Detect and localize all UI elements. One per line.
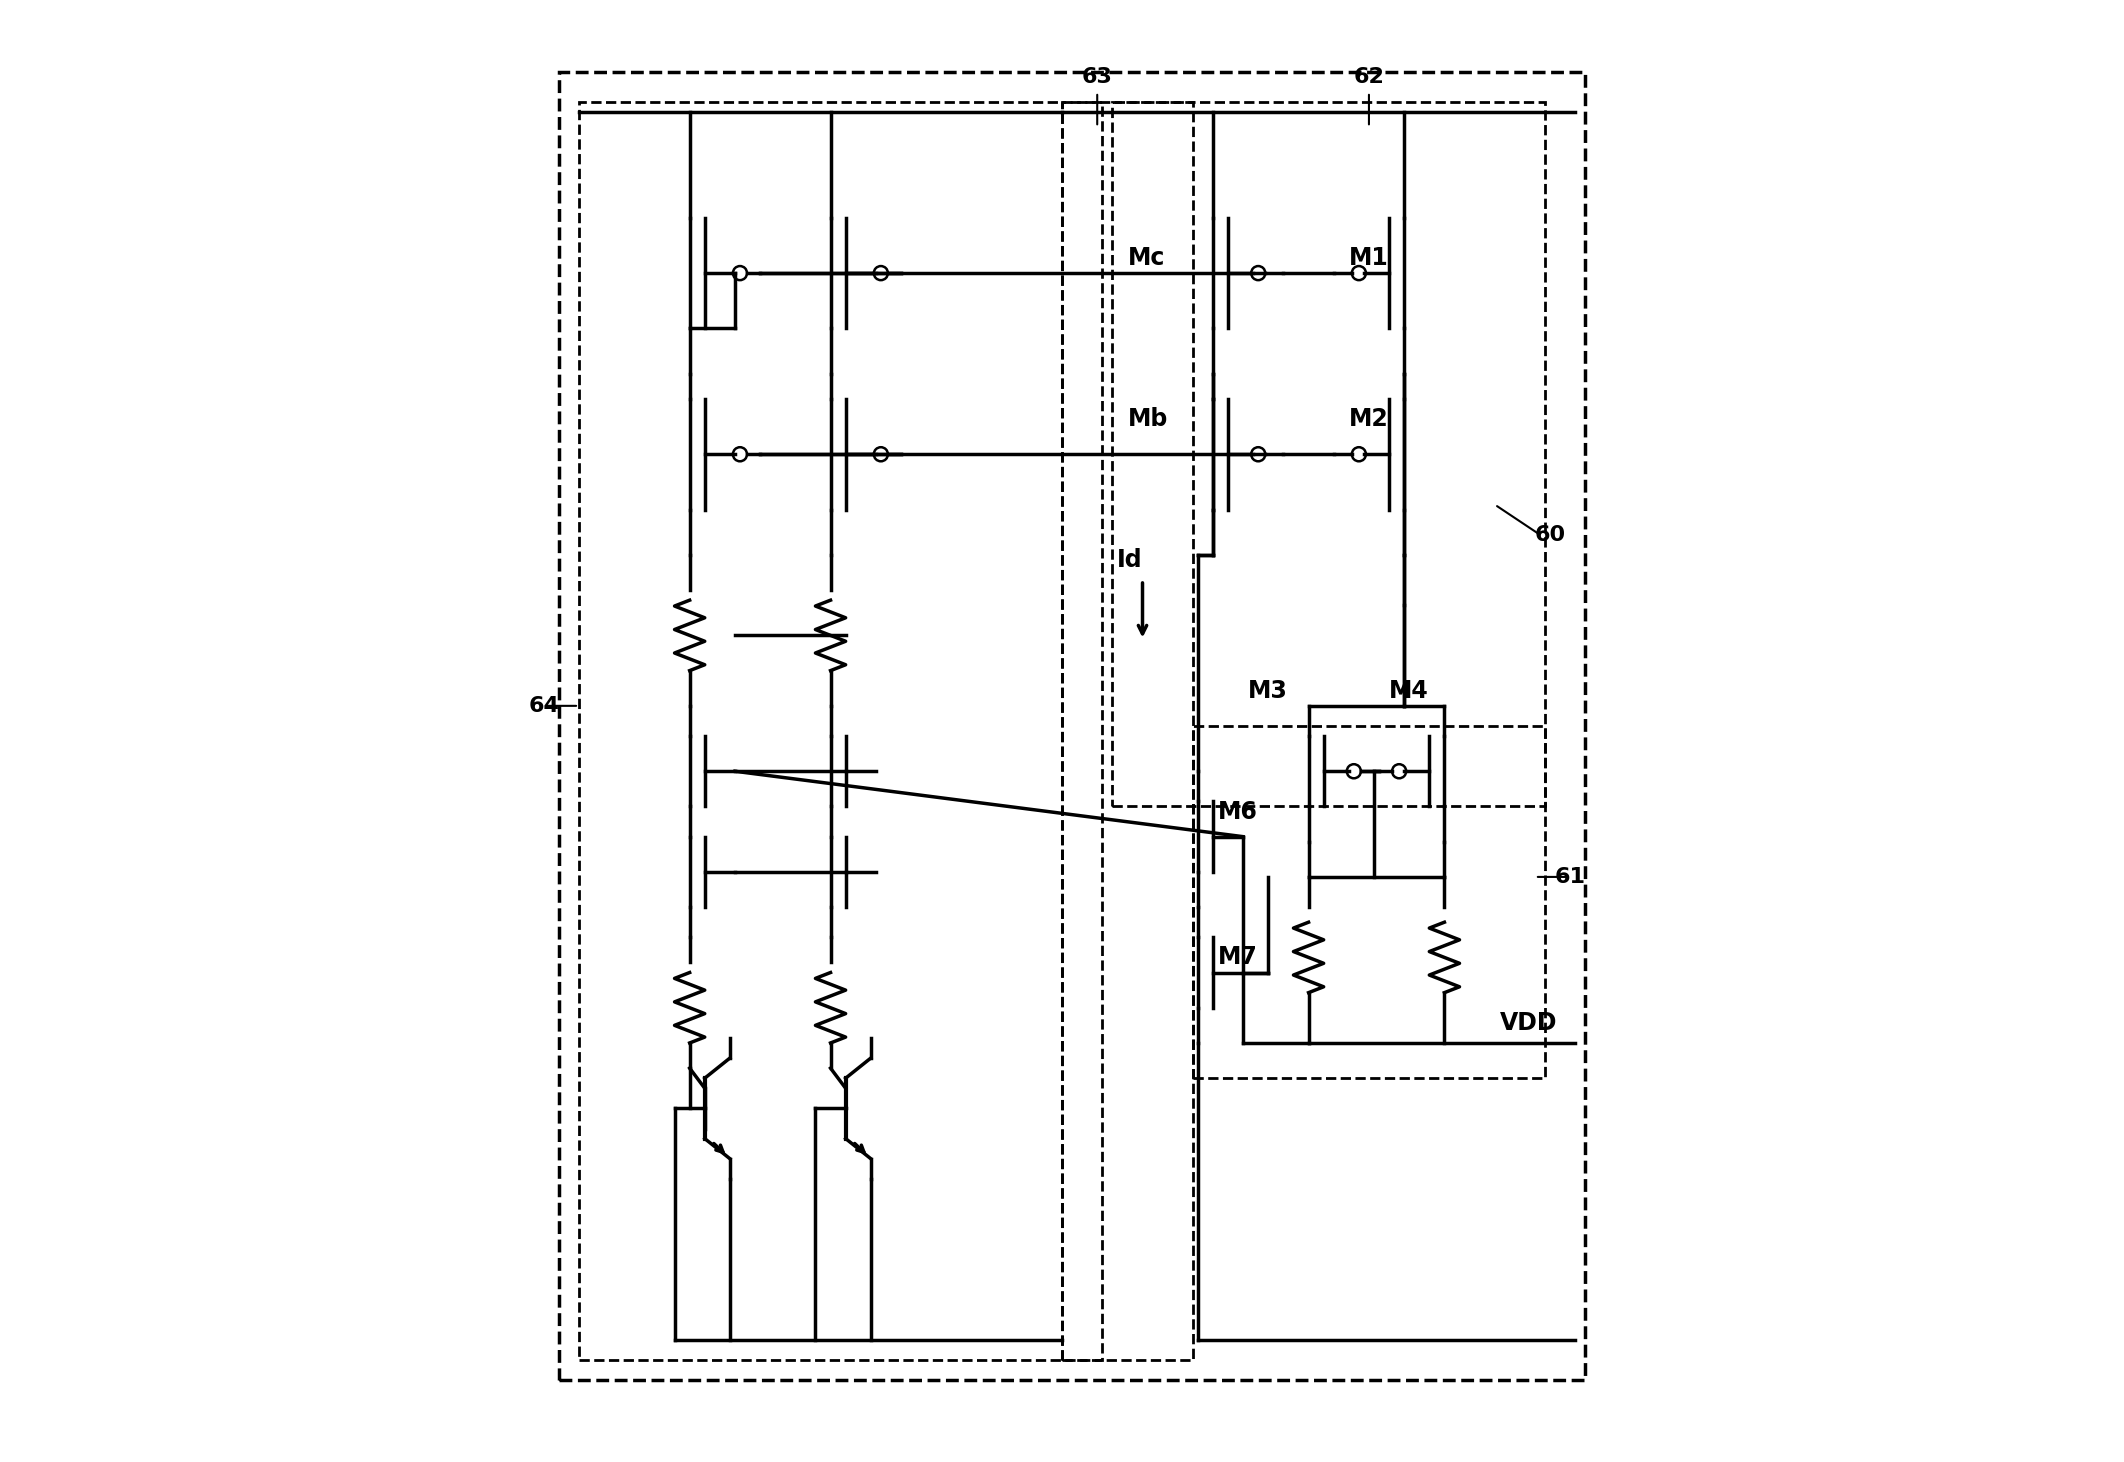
Text: Id: Id [1117, 548, 1143, 572]
Text: 61: 61 [1555, 867, 1587, 887]
Text: VDD: VDD [1500, 1010, 1557, 1035]
Bar [1113, 102, 1544, 807]
Bar [1194, 727, 1544, 1077]
Text: Mc: Mc [1128, 246, 1164, 270]
Text: 62: 62 [1353, 67, 1385, 86]
Text: M2: M2 [1349, 406, 1389, 431]
Text: M6: M6 [1217, 800, 1257, 823]
Text: M7: M7 [1217, 946, 1257, 969]
Text: 63: 63 [1081, 67, 1113, 86]
Text: M4: M4 [1389, 678, 1429, 703]
Bar [559, 72, 1585, 1380]
Text: 60: 60 [1534, 525, 1565, 545]
Text: Mb: Mb [1128, 406, 1168, 431]
Text: M1: M1 [1349, 246, 1389, 270]
Bar [1062, 102, 1194, 1360]
Bar [580, 102, 1102, 1360]
Text: M3: M3 [1249, 678, 1287, 703]
Text: 64: 64 [529, 696, 559, 716]
